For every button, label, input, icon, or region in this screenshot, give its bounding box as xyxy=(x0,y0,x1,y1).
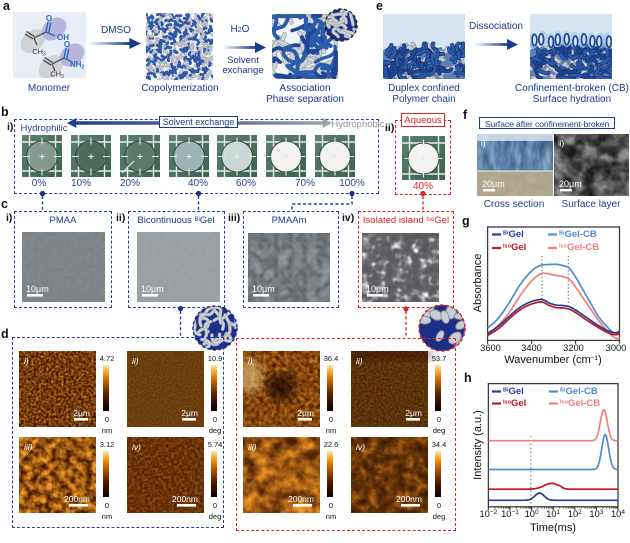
svg-text:53.7: 53.7 xyxy=(431,354,446,363)
svg-text:O: O xyxy=(46,14,52,23)
svg-text:ii): ii) xyxy=(558,139,565,148)
svg-text:200nm: 200nm xyxy=(64,494,90,504)
svg-text:nm: nm xyxy=(325,426,335,435)
svg-text:36.4: 36.4 xyxy=(323,354,338,363)
svg-text:ii): ii) xyxy=(356,356,363,366)
svg-text:iv): iv) xyxy=(132,442,141,452)
svg-text:O: O xyxy=(64,40,70,49)
svg-text:200nm: 200nm xyxy=(396,494,422,504)
svg-text:5.74: 5.74 xyxy=(207,440,222,449)
svg-text:0: 0 xyxy=(328,501,332,510)
svg-text:OH: OH xyxy=(57,33,69,42)
svg-text:0: 0 xyxy=(212,415,216,424)
svg-text:20μm: 20μm xyxy=(559,179,582,189)
svg-text:ii): ii) xyxy=(132,356,139,366)
svg-text:CH3: CH3 xyxy=(32,47,46,58)
svg-text:deg: deg xyxy=(432,512,445,521)
svg-text:0: 0 xyxy=(436,415,440,424)
svg-text:iv): iv) xyxy=(356,442,365,452)
svg-text:4.72: 4.72 xyxy=(99,354,114,363)
svg-text:deg: deg xyxy=(432,426,445,435)
svg-text:deg: deg xyxy=(208,512,221,521)
svg-text:2μm: 2μm xyxy=(405,408,422,418)
svg-text:deg: deg xyxy=(208,426,221,435)
svg-text:NH2: NH2 xyxy=(70,60,85,71)
svg-text:i): i) xyxy=(481,139,486,148)
svg-text:0: 0 xyxy=(104,501,108,510)
svg-text:nm: nm xyxy=(325,512,335,521)
svg-text:34.4: 34.4 xyxy=(431,440,446,449)
svg-text:0: 0 xyxy=(104,415,108,424)
svg-text:i): i) xyxy=(248,356,253,366)
svg-text:i): i) xyxy=(24,356,29,366)
svg-text:22.6: 22.6 xyxy=(323,440,338,449)
svg-text:0: 0 xyxy=(212,501,216,510)
svg-text:3.12: 3.12 xyxy=(99,440,114,449)
svg-text:2μm: 2μm xyxy=(181,408,198,418)
svg-text:2μm: 2μm xyxy=(297,408,314,418)
svg-text:0: 0 xyxy=(328,415,332,424)
svg-text:iii): iii) xyxy=(24,442,33,452)
svg-text:iii): iii) xyxy=(248,442,257,452)
svg-text:20μm: 20μm xyxy=(482,179,505,189)
svg-text:10μm: 10μm xyxy=(252,284,275,294)
svg-text:0: 0 xyxy=(436,501,440,510)
svg-text:200nm: 200nm xyxy=(172,494,198,504)
svg-text:10μm: 10μm xyxy=(141,284,164,294)
svg-text:10.9: 10.9 xyxy=(207,354,222,363)
svg-text:10μm: 10μm xyxy=(26,284,49,294)
svg-text:CH3: CH3 xyxy=(50,70,64,79)
svg-text:2μm: 2μm xyxy=(73,408,90,418)
svg-text:nm: nm xyxy=(101,512,111,521)
svg-text:200nm: 200nm xyxy=(288,494,314,504)
svg-text:10μm: 10μm xyxy=(366,284,389,294)
svg-text:nm: nm xyxy=(101,426,111,435)
